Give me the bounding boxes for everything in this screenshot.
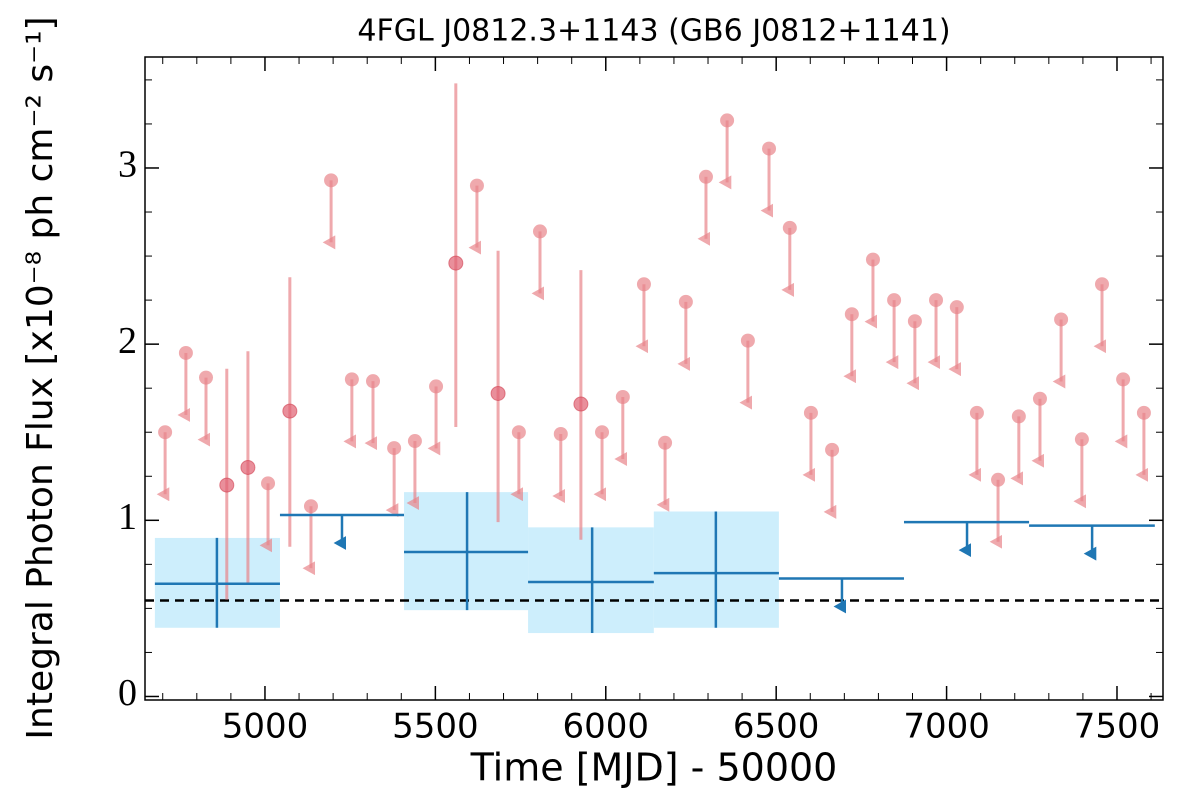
data-point <box>429 379 444 394</box>
y-tick-label: 0 <box>118 672 137 714</box>
data-point <box>595 425 610 440</box>
data-point <box>387 441 402 456</box>
data-point <box>282 403 298 419</box>
plot-frame <box>144 56 1164 701</box>
data-point <box>573 396 589 412</box>
data-point <box>511 425 526 440</box>
data-point <box>490 385 506 401</box>
data-point <box>929 293 944 308</box>
data-point <box>469 178 484 193</box>
data-point <box>219 477 235 493</box>
data-point <box>678 294 693 309</box>
data-point <box>949 300 964 315</box>
data-point <box>1116 372 1131 387</box>
data-point <box>303 499 318 514</box>
data-point <box>615 389 630 404</box>
data-point <box>407 434 422 449</box>
x-axis-label: Time [MJD] - 50000 <box>470 746 838 790</box>
data-point <box>887 293 902 308</box>
data-point <box>1011 409 1026 424</box>
data-point <box>1074 432 1089 447</box>
data-point <box>865 252 880 267</box>
data-point <box>324 173 339 188</box>
y-tick-label: 3 <box>118 144 137 186</box>
data-point <box>532 224 547 239</box>
chart-title: 4FGL J0812.3+1143 (GB6 J0812+1141) <box>357 14 950 49</box>
data-point <box>636 277 651 292</box>
x-tick-label: 5000 <box>222 707 309 747</box>
data-point <box>1136 405 1151 420</box>
data-point <box>844 307 859 322</box>
data-point <box>178 345 193 360</box>
x-tick-label: 7500 <box>1074 707 1161 747</box>
y-tick-label: 1 <box>118 496 137 538</box>
data-point <box>969 405 984 420</box>
data-point <box>803 405 818 420</box>
data-point <box>366 374 381 389</box>
data-point <box>1054 312 1069 327</box>
data-point <box>240 459 256 475</box>
data-point <box>261 476 276 491</box>
data-point <box>199 370 214 385</box>
data-point <box>825 442 840 457</box>
data-point <box>553 426 568 441</box>
data-point <box>782 220 797 235</box>
x-tick-label: 5500 <box>392 707 479 747</box>
x-tick-label: 6500 <box>733 707 820 747</box>
data-point <box>698 169 713 184</box>
data-point <box>1094 277 1109 292</box>
data-point <box>448 255 464 271</box>
data-point <box>762 141 777 156</box>
x-tick-label: 6000 <box>563 707 650 747</box>
data-point <box>720 113 735 128</box>
data-point <box>344 372 359 387</box>
y-axis-label: Integral Photon Flux [x10⁻⁸ ph cm⁻² s⁻¹] <box>20 16 61 739</box>
data-point <box>158 425 173 440</box>
data-point <box>658 435 673 450</box>
x-tick-label: 7000 <box>903 707 990 747</box>
y-tick-label: 2 <box>118 320 137 362</box>
data-point <box>740 333 755 348</box>
data-point <box>907 314 922 329</box>
data-point <box>991 472 1006 487</box>
data-point <box>1032 391 1047 406</box>
